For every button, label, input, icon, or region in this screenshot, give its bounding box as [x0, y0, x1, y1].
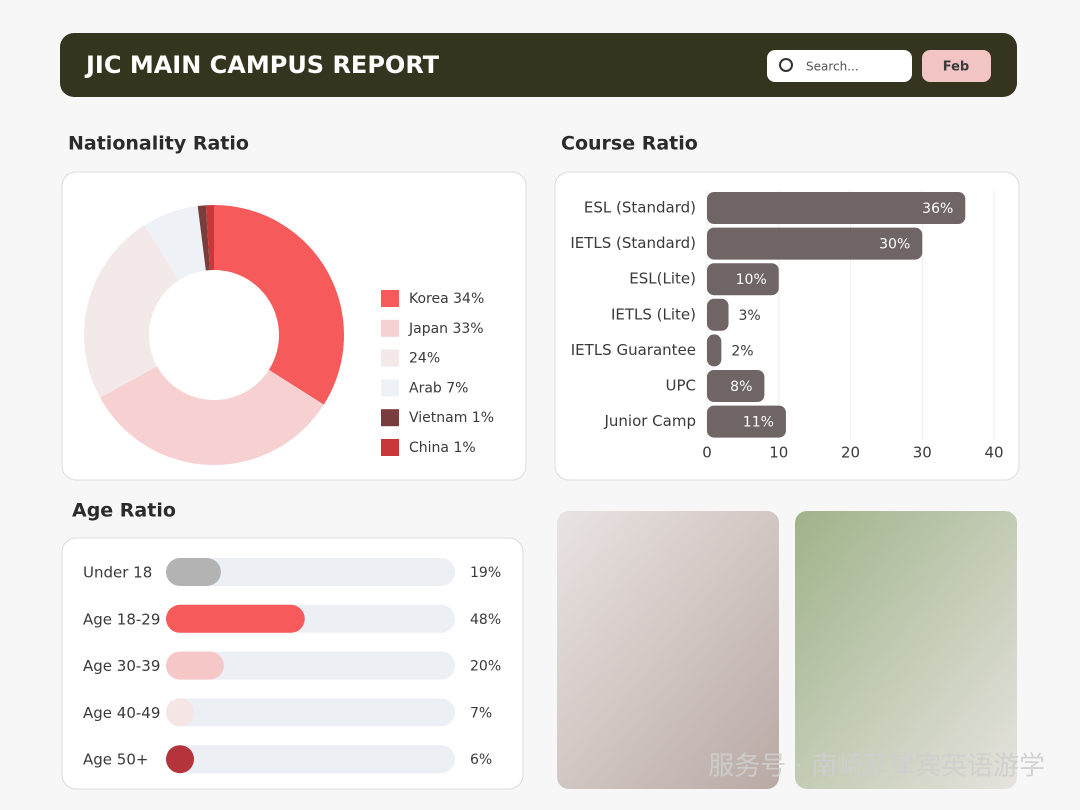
bar: [707, 298, 729, 331]
section-title: Nationality Ratio: [68, 133, 249, 155]
row-label: Age 30-39: [83, 657, 160, 675]
y-tick-label: IETLS Guarantee: [571, 341, 696, 359]
value-label: 19%: [470, 565, 501, 581]
value-label: 48%: [470, 612, 501, 628]
value-label: 8%: [730, 379, 752, 395]
legend-swatch: [381, 379, 399, 397]
donut-slice: [214, 205, 344, 405]
track: [166, 651, 455, 680]
value-label: 11%: [743, 415, 774, 431]
watermark: 服务号 · 南崎菲律宾英语游学: [708, 752, 1045, 782]
section-title: Age Ratio: [72, 500, 176, 522]
row-label: Age 18-29: [83, 610, 160, 628]
value-label: 7%: [470, 705, 492, 721]
progress-bar: [166, 745, 194, 774]
month-button-label[interactable]: Feb: [943, 60, 969, 75]
legend-swatch: [381, 409, 399, 427]
donut-slice: [83, 225, 180, 398]
y-tick-label: IETLS (Standard): [570, 234, 696, 252]
legend-label: 24%: [409, 351, 440, 367]
value-label: 3%: [739, 308, 761, 324]
progress-bar: [166, 604, 305, 633]
bar: [707, 405, 786, 438]
month-button[interactable]: [922, 50, 991, 82]
y-tick-label: ESL(Lite): [629, 270, 696, 288]
x-tick-label: 30: [913, 444, 932, 462]
track: [166, 558, 455, 586]
bar: [707, 192, 966, 224]
legend-label: Vietnam 1%: [409, 410, 494, 426]
value-label: 20%: [470, 659, 501, 675]
track: [166, 745, 455, 774]
bar: [707, 263, 779, 296]
row-label: Age 40-49: [83, 704, 160, 722]
x-tick-label: 40: [984, 444, 1003, 462]
legend-swatch: [381, 439, 399, 456]
y-tick-label: UPC: [666, 377, 697, 395]
search-box[interactable]: [767, 50, 912, 82]
search-icon: [779, 58, 793, 72]
photo: [795, 511, 1017, 789]
y-tick-label: Junior Camp: [603, 412, 696, 430]
progress-bar: [166, 651, 224, 680]
value-label: 30%: [879, 237, 910, 253]
value-label: 36%: [922, 201, 953, 217]
legend-label: Korea 34%: [409, 291, 484, 307]
y-tick-label: ESL (Standard): [584, 199, 696, 217]
search-placeholder: Search...: [806, 60, 859, 74]
value-label: 10%: [736, 272, 767, 288]
value-label: 2%: [731, 343, 753, 359]
x-tick-label: 10: [769, 444, 788, 462]
section-title: Course Ratio: [561, 133, 698, 155]
row-label: Age 50+: [83, 751, 148, 769]
bar: [707, 227, 923, 260]
track: [166, 698, 455, 727]
legend-swatch: [381, 349, 399, 367]
report-title: JIC MAIN CAMPUS REPORT: [84, 51, 440, 79]
progress-bar: [166, 698, 194, 727]
charts: Korea 34% Japan 33% 24% Arab 7% Vietnam 1% Ch…: [83, 190, 1004, 774]
donut-slice: [197, 205, 210, 271]
legend-label: China 1%: [409, 440, 476, 456]
legend-swatch: [381, 290, 399, 307]
legend-label: Japan 33%: [408, 321, 484, 337]
donut-slice: [100, 366, 324, 466]
donut-slice: [205, 205, 214, 271]
y-tick-label: IETLS (Lite): [611, 305, 696, 323]
x-tick-label: 20: [841, 444, 860, 462]
row-label: Under 18: [83, 564, 152, 582]
value-label: 6%: [470, 752, 492, 768]
legend-swatch: [381, 319, 399, 337]
progress-bar: [166, 558, 221, 586]
bar: [707, 334, 722, 367]
legend-label: Arab 7%: [409, 380, 468, 396]
x-tick-label: 0: [702, 444, 712, 462]
bar: [707, 370, 765, 402]
donut-slice: [144, 206, 206, 281]
photo: [557, 511, 779, 789]
